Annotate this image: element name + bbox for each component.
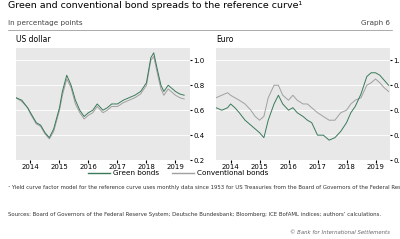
Text: US dollar: US dollar bbox=[16, 35, 51, 44]
Text: Euro: Euro bbox=[216, 35, 234, 44]
Text: Sources: Board of Governors of the Federal Reserve System; Deutsche Bundesbank; : Sources: Board of Governors of the Feder… bbox=[8, 212, 381, 217]
Text: ¹ Yield curve factor model for the reference curve uses monthly data since 1953 : ¹ Yield curve factor model for the refer… bbox=[8, 185, 400, 190]
Text: Graph 6: Graph 6 bbox=[361, 20, 390, 26]
Text: In percentage points: In percentage points bbox=[8, 20, 83, 26]
Text: © Bank for International Settlements: © Bank for International Settlements bbox=[290, 230, 390, 235]
Text: Conventional bonds: Conventional bonds bbox=[197, 170, 268, 176]
Text: Green bonds: Green bonds bbox=[113, 170, 159, 176]
Text: Green and conventional bond spreads to the reference curve¹: Green and conventional bond spreads to t… bbox=[8, 1, 302, 10]
